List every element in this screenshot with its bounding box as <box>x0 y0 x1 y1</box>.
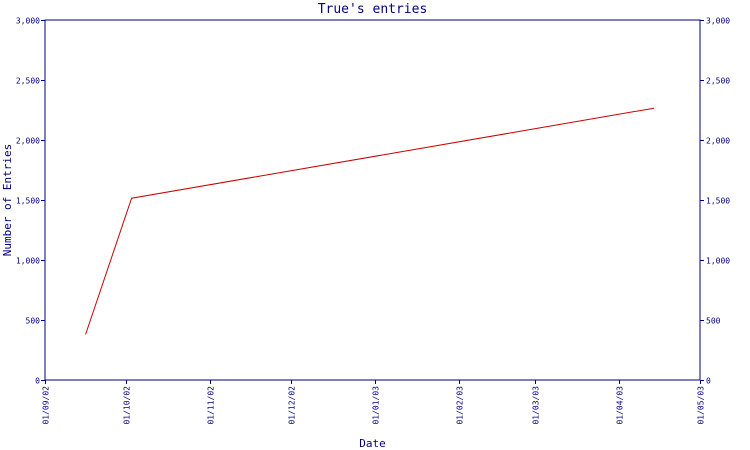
y-axis-left: 0 500 1,000 1,500 2,000 2,500 3,000 <box>16 17 45 386</box>
x-tick-label: 01/05/03 <box>697 386 706 425</box>
y-tick-right-label: 3,000 <box>706 17 730 26</box>
y-tick-right-label: 2,500 <box>706 77 730 86</box>
x-tick-label: 01/03/03 <box>532 386 541 425</box>
x-tick-label: 01/09/02 <box>42 386 51 425</box>
x-tick-label: 01/02/03 <box>456 386 465 425</box>
x-axis: 01/09/02 01/10/02 01/11/02 01/12/02 01/01/03… <box>42 380 706 425</box>
y-axis-right: 0 500 1,000 1,500 2,000 2,500 3,000 <box>700 17 730 386</box>
x-axis-title: Date <box>359 437 386 450</box>
y-tick-right-label: 500 <box>706 317 721 326</box>
y-tick-right-label: 1,000 <box>706 257 730 266</box>
y-tick-left-label: 0 <box>35 377 40 386</box>
x-tick-label: 01/01/03 <box>372 386 381 425</box>
y-tick-left-label: 2,500 <box>16 77 40 86</box>
plot-area-frame <box>44 19 701 381</box>
series-layer <box>85 107 655 335</box>
y-tick-left-label: 1,500 <box>16 197 40 206</box>
y-axis-title: Number of Entries <box>1 144 14 257</box>
x-tick-label: 01/11/02 <box>207 386 216 425</box>
y-tick-left-label: 2,000 <box>16 137 40 146</box>
chart-title: True's entries <box>318 2 428 17</box>
y-tick-right-label: 1,500 <box>706 197 730 206</box>
y-tick-left-label: 500 <box>26 317 41 326</box>
x-tick-label: 01/10/02 <box>123 386 132 425</box>
y-tick-left-label: 1,000 <box>16 257 40 266</box>
series-line <box>85 107 655 335</box>
y-tick-right-label: 0 <box>706 377 711 386</box>
y-tick-right-label: 2,000 <box>706 137 730 146</box>
x-tick-label: 01/12/02 <box>288 386 297 425</box>
x-tick-label: 01/04/03 <box>616 386 625 425</box>
y-tick-left-label: 3,000 <box>16 17 40 26</box>
